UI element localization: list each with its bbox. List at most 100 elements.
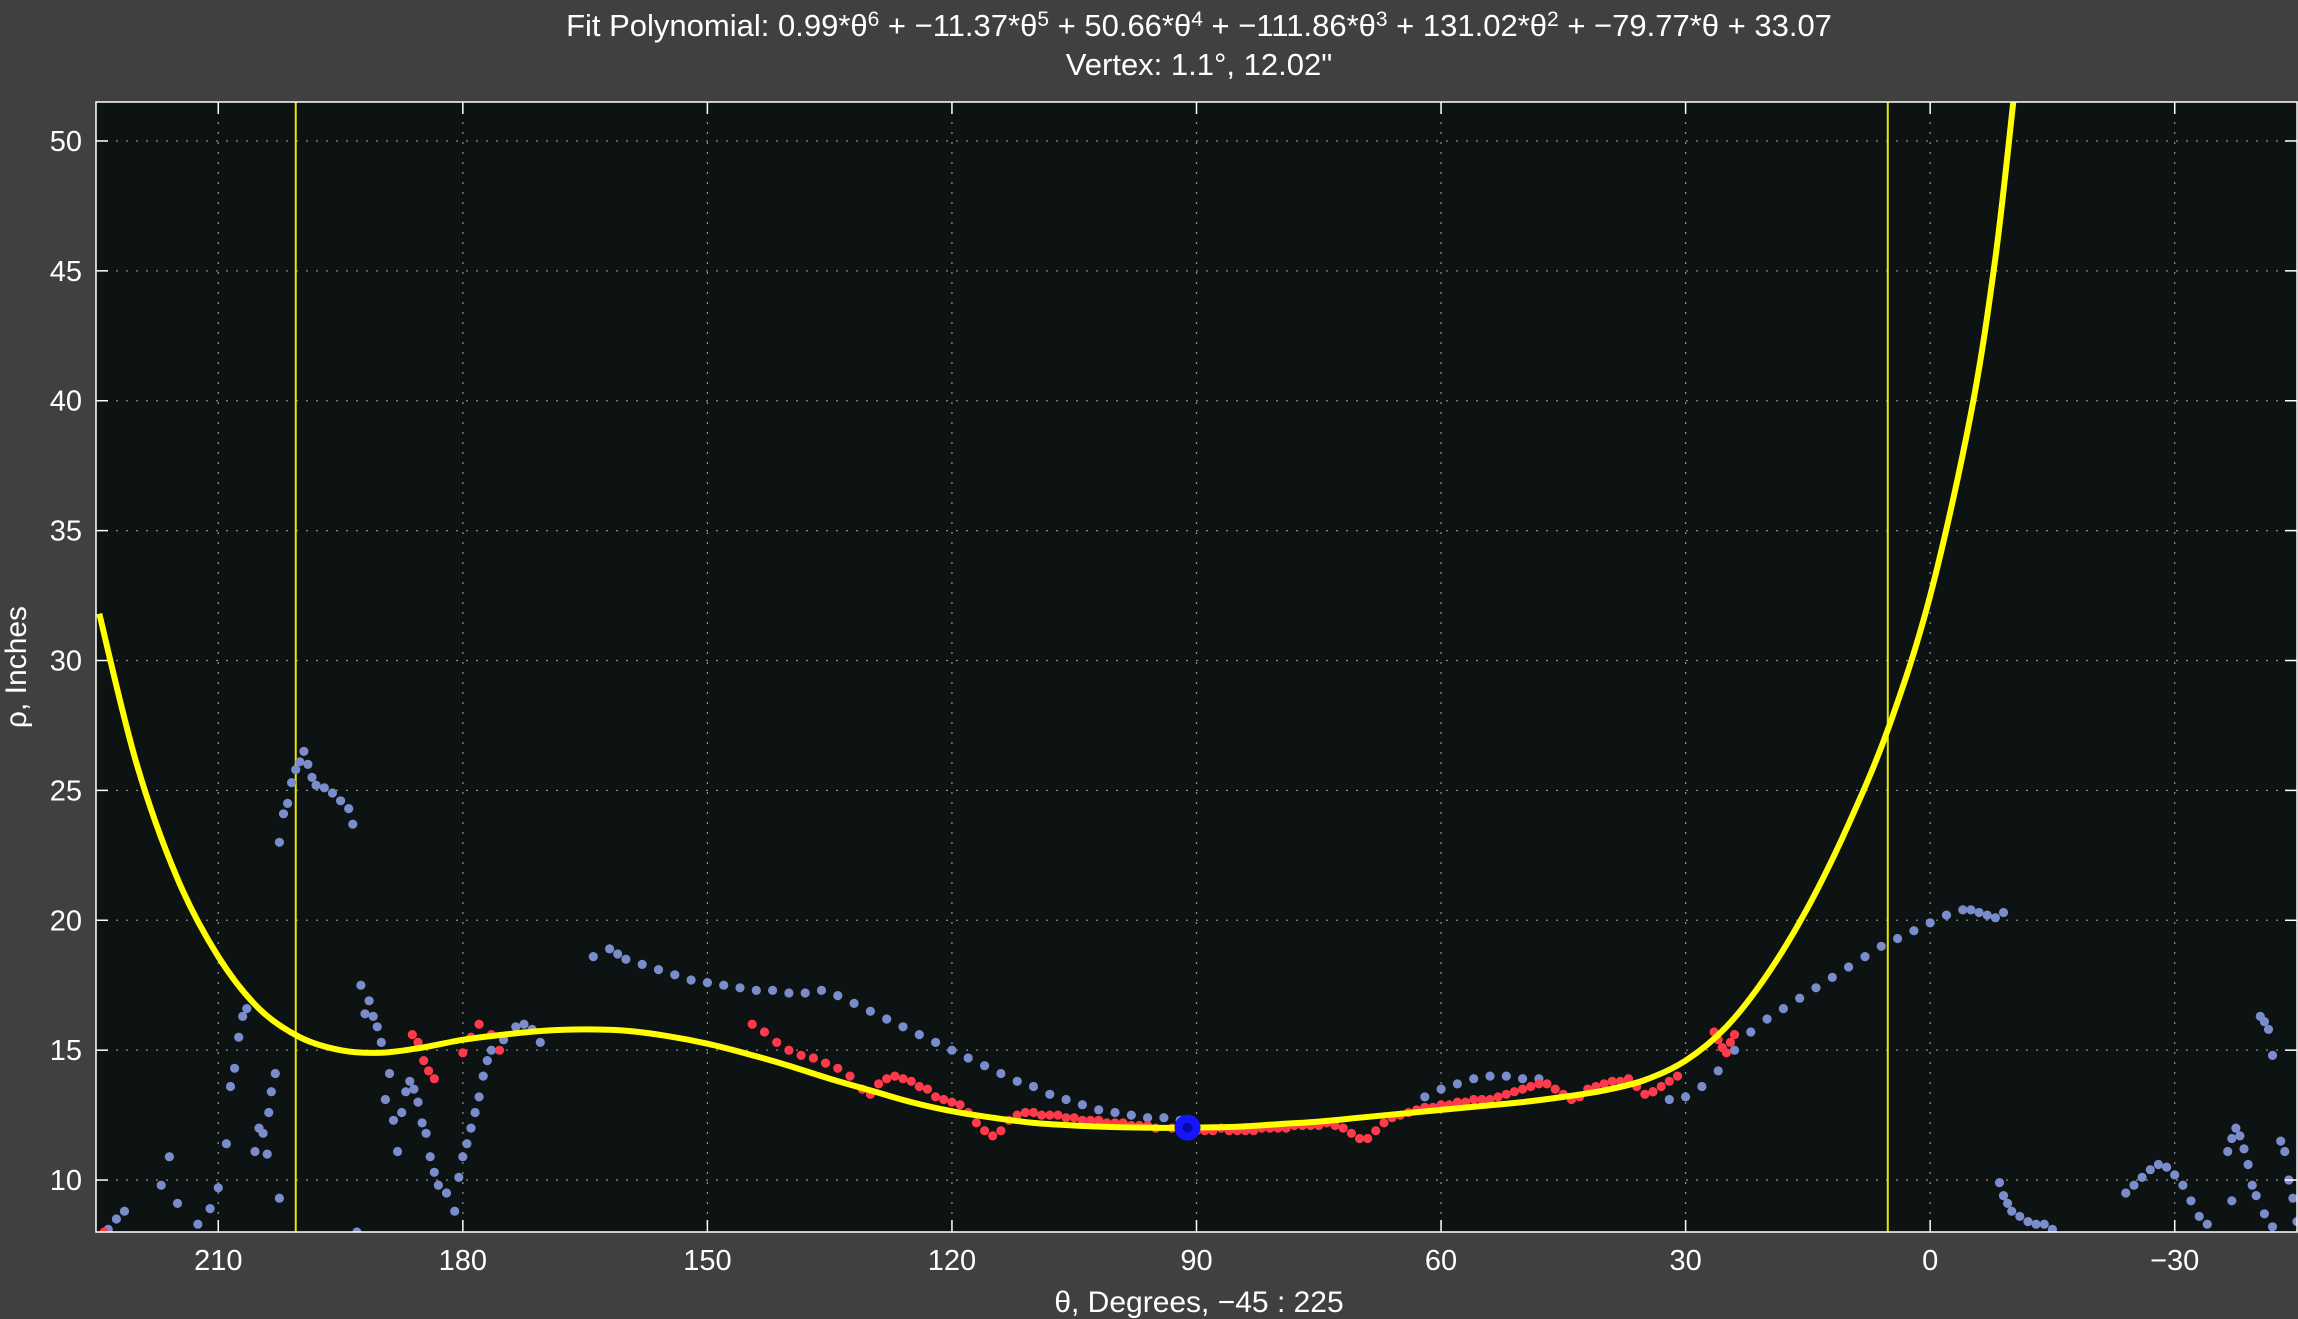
fit-data-point: [1550, 1084, 1560, 1094]
fit-data-point: [931, 1092, 941, 1102]
y-tick-label: 30: [50, 646, 82, 678]
x-tick-label: 90: [1180, 1245, 1212, 1277]
x-tick-label: −30: [2150, 1245, 2199, 1277]
fit-data-point: [759, 1027, 770, 1037]
data-point: [2039, 1219, 2049, 1229]
y-tick-label: 20: [50, 905, 82, 937]
data-point: [621, 954, 631, 964]
data-point: [344, 804, 354, 814]
data-point: [1827, 972, 1837, 983]
data-point: [2023, 1217, 2033, 1227]
vertex-marker-center: [1182, 1122, 1193, 1133]
fit-data-point: [1354, 1133, 1365, 1144]
data-point: [1012, 1076, 1022, 1086]
data-point: [784, 988, 794, 998]
data-point: [1778, 1004, 1788, 1014]
fit-data-point: [955, 1100, 965, 1110]
grid: [96, 102, 2297, 1232]
data-point: [274, 1193, 284, 1203]
data-point: [466, 1123, 476, 1133]
fit-data-point: [971, 1118, 982, 1128]
fit-data-point: [922, 1084, 933, 1094]
data-point: [686, 975, 696, 985]
fit-data-point: [1477, 1094, 1487, 1105]
data-point: [2202, 1219, 2212, 1229]
fit-data-point: [898, 1074, 908, 1084]
all-points-series: [103, 746, 2297, 1232]
fit-data-point: [1526, 1081, 1536, 1092]
data-point: [482, 1056, 492, 1066]
data-point: [914, 1030, 924, 1040]
data-point: [1762, 1014, 1772, 1024]
title-prefix: Fit Polynomial:: [566, 8, 778, 43]
fit-data-point: [1607, 1076, 1617, 1086]
data-point: [397, 1107, 407, 1118]
x-tick-labels: 210 180 150 120 90 60 30 0 −30: [194, 1245, 2199, 1277]
data-point: [270, 1068, 280, 1079]
x-tick-label: 150: [683, 1245, 731, 1277]
data-point: [336, 796, 346, 806]
x-axis-label: θ, Degrees, −45 : 225: [1054, 1286, 1343, 1319]
data-point: [238, 1011, 248, 1022]
title-exponent: 6: [868, 8, 880, 31]
data-point: [380, 1094, 390, 1105]
data-point: [980, 1061, 990, 1071]
data-point: [1485, 1071, 1495, 1081]
data-point: [156, 1180, 166, 1190]
data-point: [2288, 1193, 2297, 1203]
data-point: [1941, 910, 1952, 920]
data-point: [2121, 1188, 2131, 1198]
data-point: [1994, 1178, 2005, 1188]
fit-data-point: [474, 1019, 484, 1029]
data-point: [421, 1128, 431, 1138]
fit-data-point: [1469, 1094, 1479, 1105]
data-point: [1077, 1100, 1087, 1110]
data-point: [474, 1092, 484, 1102]
fit-data-point: [1379, 1118, 1389, 1128]
chart-subtitle: Vertex: 1.1°, 12.02": [1066, 47, 1332, 82]
data-point: [311, 780, 321, 790]
data-point: [613, 949, 623, 959]
data-point: [2007, 1206, 2017, 1216]
title-exponent: 3: [1376, 8, 1388, 31]
data-point: [1664, 1094, 1674, 1105]
fit-bounds: [294, 102, 1889, 1232]
data-point: [1998, 907, 2009, 918]
data-point: [413, 1097, 423, 1107]
data-point: [2227, 1133, 2237, 1144]
title-term: + 131.02*θ: [1388, 8, 1547, 43]
data-point: [205, 1204, 215, 1214]
data-point: [388, 1115, 399, 1125]
data-point: [278, 809, 289, 819]
data-point: [2280, 1146, 2290, 1157]
data-point: [433, 1180, 443, 1190]
data-point: [865, 1006, 876, 1016]
data-point: [393, 1146, 403, 1157]
fit-data-point: [1363, 1133, 1373, 1144]
data-point: [405, 1076, 415, 1086]
y-tick-label: 10: [50, 1165, 82, 1197]
data-point: [283, 798, 293, 809]
fit-data-point: [988, 1131, 998, 1141]
data-point: [1094, 1105, 1104, 1115]
fit-data-point: [407, 1030, 417, 1040]
data-point: [1860, 952, 1870, 962]
x-tick-label: 60: [1425, 1245, 1457, 1277]
fit-data-point: [1037, 1110, 1047, 1120]
data-point: [670, 970, 680, 980]
fit-data-point: [1542, 1079, 1552, 1089]
data-point: [2137, 1172, 2147, 1182]
data-point: [605, 944, 615, 954]
y-tick-labels: 10 15 20 25 30 35 40 45 50: [50, 126, 82, 1197]
data-point: [963, 1053, 973, 1063]
data-point: [2231, 1123, 2241, 1133]
data-point: [2227, 1196, 2237, 1206]
data-point: [1713, 1066, 1723, 1076]
fit-data-point: [914, 1081, 924, 1092]
data-point: [882, 1014, 892, 1024]
data-point: [511, 1022, 521, 1032]
data-point: [486, 1045, 496, 1055]
data-point: [250, 1146, 260, 1157]
data-point: [425, 1152, 435, 1162]
